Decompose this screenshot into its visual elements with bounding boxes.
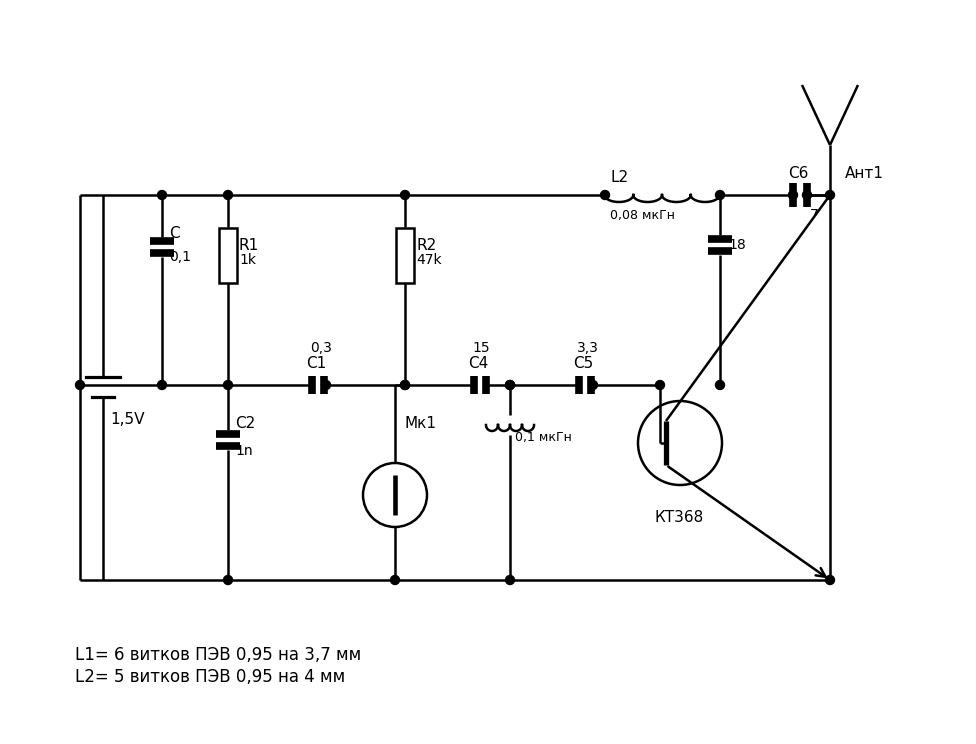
Text: 0,08 мкГн: 0,08 мкГн <box>610 208 675 222</box>
Text: 1,5V: 1,5V <box>110 411 144 426</box>
Circle shape <box>390 576 399 585</box>
Bar <box>219 228 237 283</box>
Circle shape <box>75 380 85 390</box>
Text: C4: C4 <box>468 356 488 371</box>
Circle shape <box>224 576 232 585</box>
Circle shape <box>506 380 514 390</box>
Circle shape <box>157 380 167 390</box>
Text: 1k: 1k <box>239 253 256 267</box>
Text: 0,1: 0,1 <box>169 250 191 264</box>
Circle shape <box>506 380 514 390</box>
Circle shape <box>506 576 514 585</box>
Circle shape <box>400 380 410 390</box>
Circle shape <box>826 576 834 585</box>
Text: C1: C1 <box>306 356 326 371</box>
Bar <box>396 228 414 283</box>
Text: 15: 15 <box>472 341 490 355</box>
Text: L2: L2 <box>610 170 629 185</box>
Text: R1: R1 <box>239 237 260 252</box>
Text: C2: C2 <box>235 415 256 431</box>
Text: 1n: 1n <box>235 444 253 458</box>
Circle shape <box>715 380 724 390</box>
Circle shape <box>600 190 609 199</box>
Circle shape <box>802 190 811 199</box>
Text: C: C <box>169 225 180 240</box>
Text: L1= 6 витков ПЭВ 0,95 на 3,7 мм: L1= 6 витков ПЭВ 0,95 на 3,7 мм <box>75 646 361 664</box>
Circle shape <box>224 380 232 390</box>
Circle shape <box>715 190 724 199</box>
Text: Мк1: Мк1 <box>405 415 437 431</box>
Circle shape <box>789 190 797 199</box>
Circle shape <box>224 190 232 199</box>
Text: L2= 5 витков ПЭВ 0,95 на 4 мм: L2= 5 витков ПЭВ 0,95 на 4 мм <box>75 668 346 686</box>
Text: 0,3: 0,3 <box>310 341 332 355</box>
Text: 47k: 47k <box>416 253 441 267</box>
Circle shape <box>400 190 410 199</box>
Circle shape <box>321 380 331 390</box>
Text: КТ368: КТ368 <box>655 510 705 525</box>
Text: R2: R2 <box>416 237 436 252</box>
Text: 3,3: 3,3 <box>577 341 599 355</box>
Text: C6: C6 <box>788 165 808 181</box>
Circle shape <box>400 380 410 390</box>
Text: C5: C5 <box>573 356 593 371</box>
Text: 7: 7 <box>810 208 819 222</box>
Circle shape <box>656 380 665 390</box>
Circle shape <box>157 190 167 199</box>
Text: Ант1: Ант1 <box>845 165 884 181</box>
Circle shape <box>826 190 834 199</box>
Text: 18: 18 <box>728 238 746 252</box>
Circle shape <box>589 380 597 390</box>
Text: 0,1 мкГн: 0,1 мкГн <box>515 431 572 443</box>
